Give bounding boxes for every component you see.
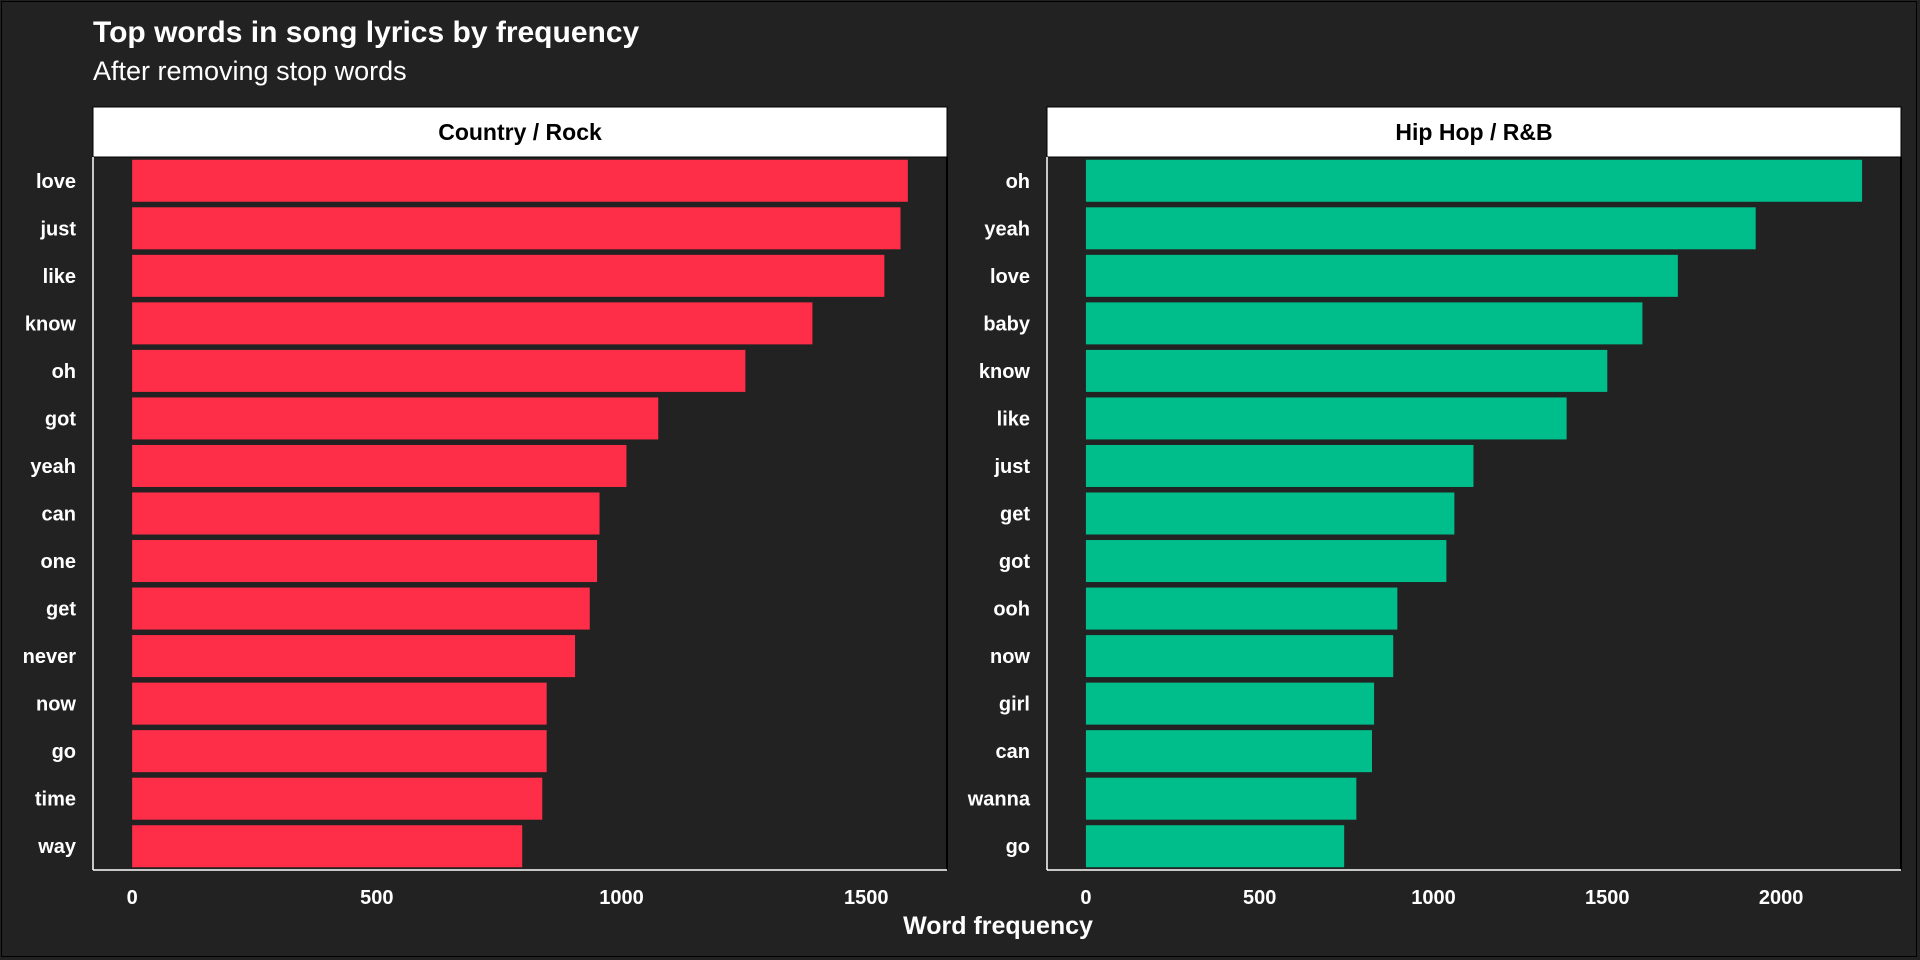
x-tick-label: 500 bbox=[1243, 887, 1276, 909]
x-tick-label: 1500 bbox=[1585, 887, 1630, 909]
category-label: just bbox=[39, 218, 76, 240]
category-label: go bbox=[52, 741, 76, 763]
bar bbox=[132, 207, 901, 250]
category-label: yeah bbox=[30, 456, 76, 478]
category-label: baby bbox=[983, 313, 1031, 335]
category-label: get bbox=[46, 599, 76, 621]
bar bbox=[1085, 207, 1756, 250]
category-label: got bbox=[45, 408, 76, 430]
category-label: love bbox=[36, 171, 76, 193]
bar bbox=[132, 635, 576, 678]
bar bbox=[1085, 159, 1863, 202]
bar bbox=[1085, 349, 1608, 392]
bar bbox=[132, 302, 813, 345]
category-label: oh bbox=[52, 361, 76, 383]
bar bbox=[132, 397, 659, 440]
category-label: one bbox=[40, 551, 76, 573]
category-label: like bbox=[43, 266, 76, 288]
panel-2: Hip Hop / R&B oh yeah love baby know like just g… bbox=[967, 106, 1902, 909]
category-label: just bbox=[993, 456, 1030, 478]
x-axis-label: Word frequency bbox=[903, 912, 1093, 940]
category-label: wanna bbox=[967, 789, 1031, 811]
bar bbox=[132, 587, 590, 630]
bar bbox=[132, 349, 746, 392]
category-label: yeah bbox=[984, 218, 1030, 240]
category-label: girl bbox=[999, 694, 1030, 716]
bar bbox=[1085, 825, 1345, 868]
chart-subtitle: After removing stop words bbox=[93, 56, 407, 86]
category-label: get bbox=[1000, 504, 1030, 526]
category-label: now bbox=[36, 694, 76, 716]
x-tick-label: 500 bbox=[360, 887, 393, 909]
bar bbox=[1085, 540, 1447, 583]
category-label: now bbox=[990, 646, 1030, 668]
x-tick-label: 0 bbox=[1080, 887, 1091, 909]
category-label: know bbox=[25, 313, 77, 335]
category-label: can bbox=[42, 504, 76, 526]
category-label: love bbox=[990, 266, 1030, 288]
category-label: ooh bbox=[993, 599, 1030, 621]
bar bbox=[1085, 635, 1394, 678]
bar bbox=[132, 159, 908, 202]
category-label: way bbox=[37, 836, 77, 858]
panel-strip bbox=[92, 106, 948, 158]
category-label: got bbox=[999, 551, 1030, 573]
bar bbox=[132, 444, 627, 487]
bar bbox=[1085, 254, 1678, 297]
x-tick-label: 2000 bbox=[1759, 887, 1804, 909]
x-tick-label: 1000 bbox=[1411, 887, 1456, 909]
x-tick-label: 0 bbox=[127, 887, 138, 909]
bar bbox=[132, 825, 523, 868]
bar bbox=[1085, 397, 1567, 440]
x-tick-label: 1500 bbox=[844, 887, 889, 909]
bar bbox=[132, 492, 600, 535]
category-label: time bbox=[35, 789, 76, 811]
bar bbox=[132, 730, 547, 773]
bar bbox=[1085, 777, 1357, 820]
bar bbox=[1085, 492, 1455, 535]
panel-strip-label: Hip Hop / R&B bbox=[1395, 119, 1552, 145]
panel-strip-label: Country / Rock bbox=[438, 119, 602, 145]
chart-title: Top words in song lyrics by frequency bbox=[93, 16, 640, 49]
category-label: like bbox=[997, 408, 1030, 430]
category-label: can bbox=[996, 741, 1030, 763]
panel-1: Country / Rock love just like know oh got yeah c… bbox=[23, 106, 948, 909]
bar bbox=[1085, 682, 1375, 725]
bar bbox=[1085, 444, 1474, 487]
bar bbox=[132, 540, 598, 583]
category-label: go bbox=[1006, 836, 1030, 858]
x-tick-label: 1000 bbox=[599, 887, 644, 909]
bar bbox=[1085, 302, 1643, 345]
bar bbox=[1085, 587, 1398, 630]
bar bbox=[132, 682, 547, 725]
bar bbox=[132, 777, 543, 820]
category-label: know bbox=[979, 361, 1031, 383]
bar bbox=[132, 254, 885, 297]
bar bbox=[1085, 730, 1372, 773]
category-label: never bbox=[23, 646, 77, 668]
panel-strip bbox=[1046, 106, 1902, 158]
category-label: oh bbox=[1006, 171, 1030, 193]
